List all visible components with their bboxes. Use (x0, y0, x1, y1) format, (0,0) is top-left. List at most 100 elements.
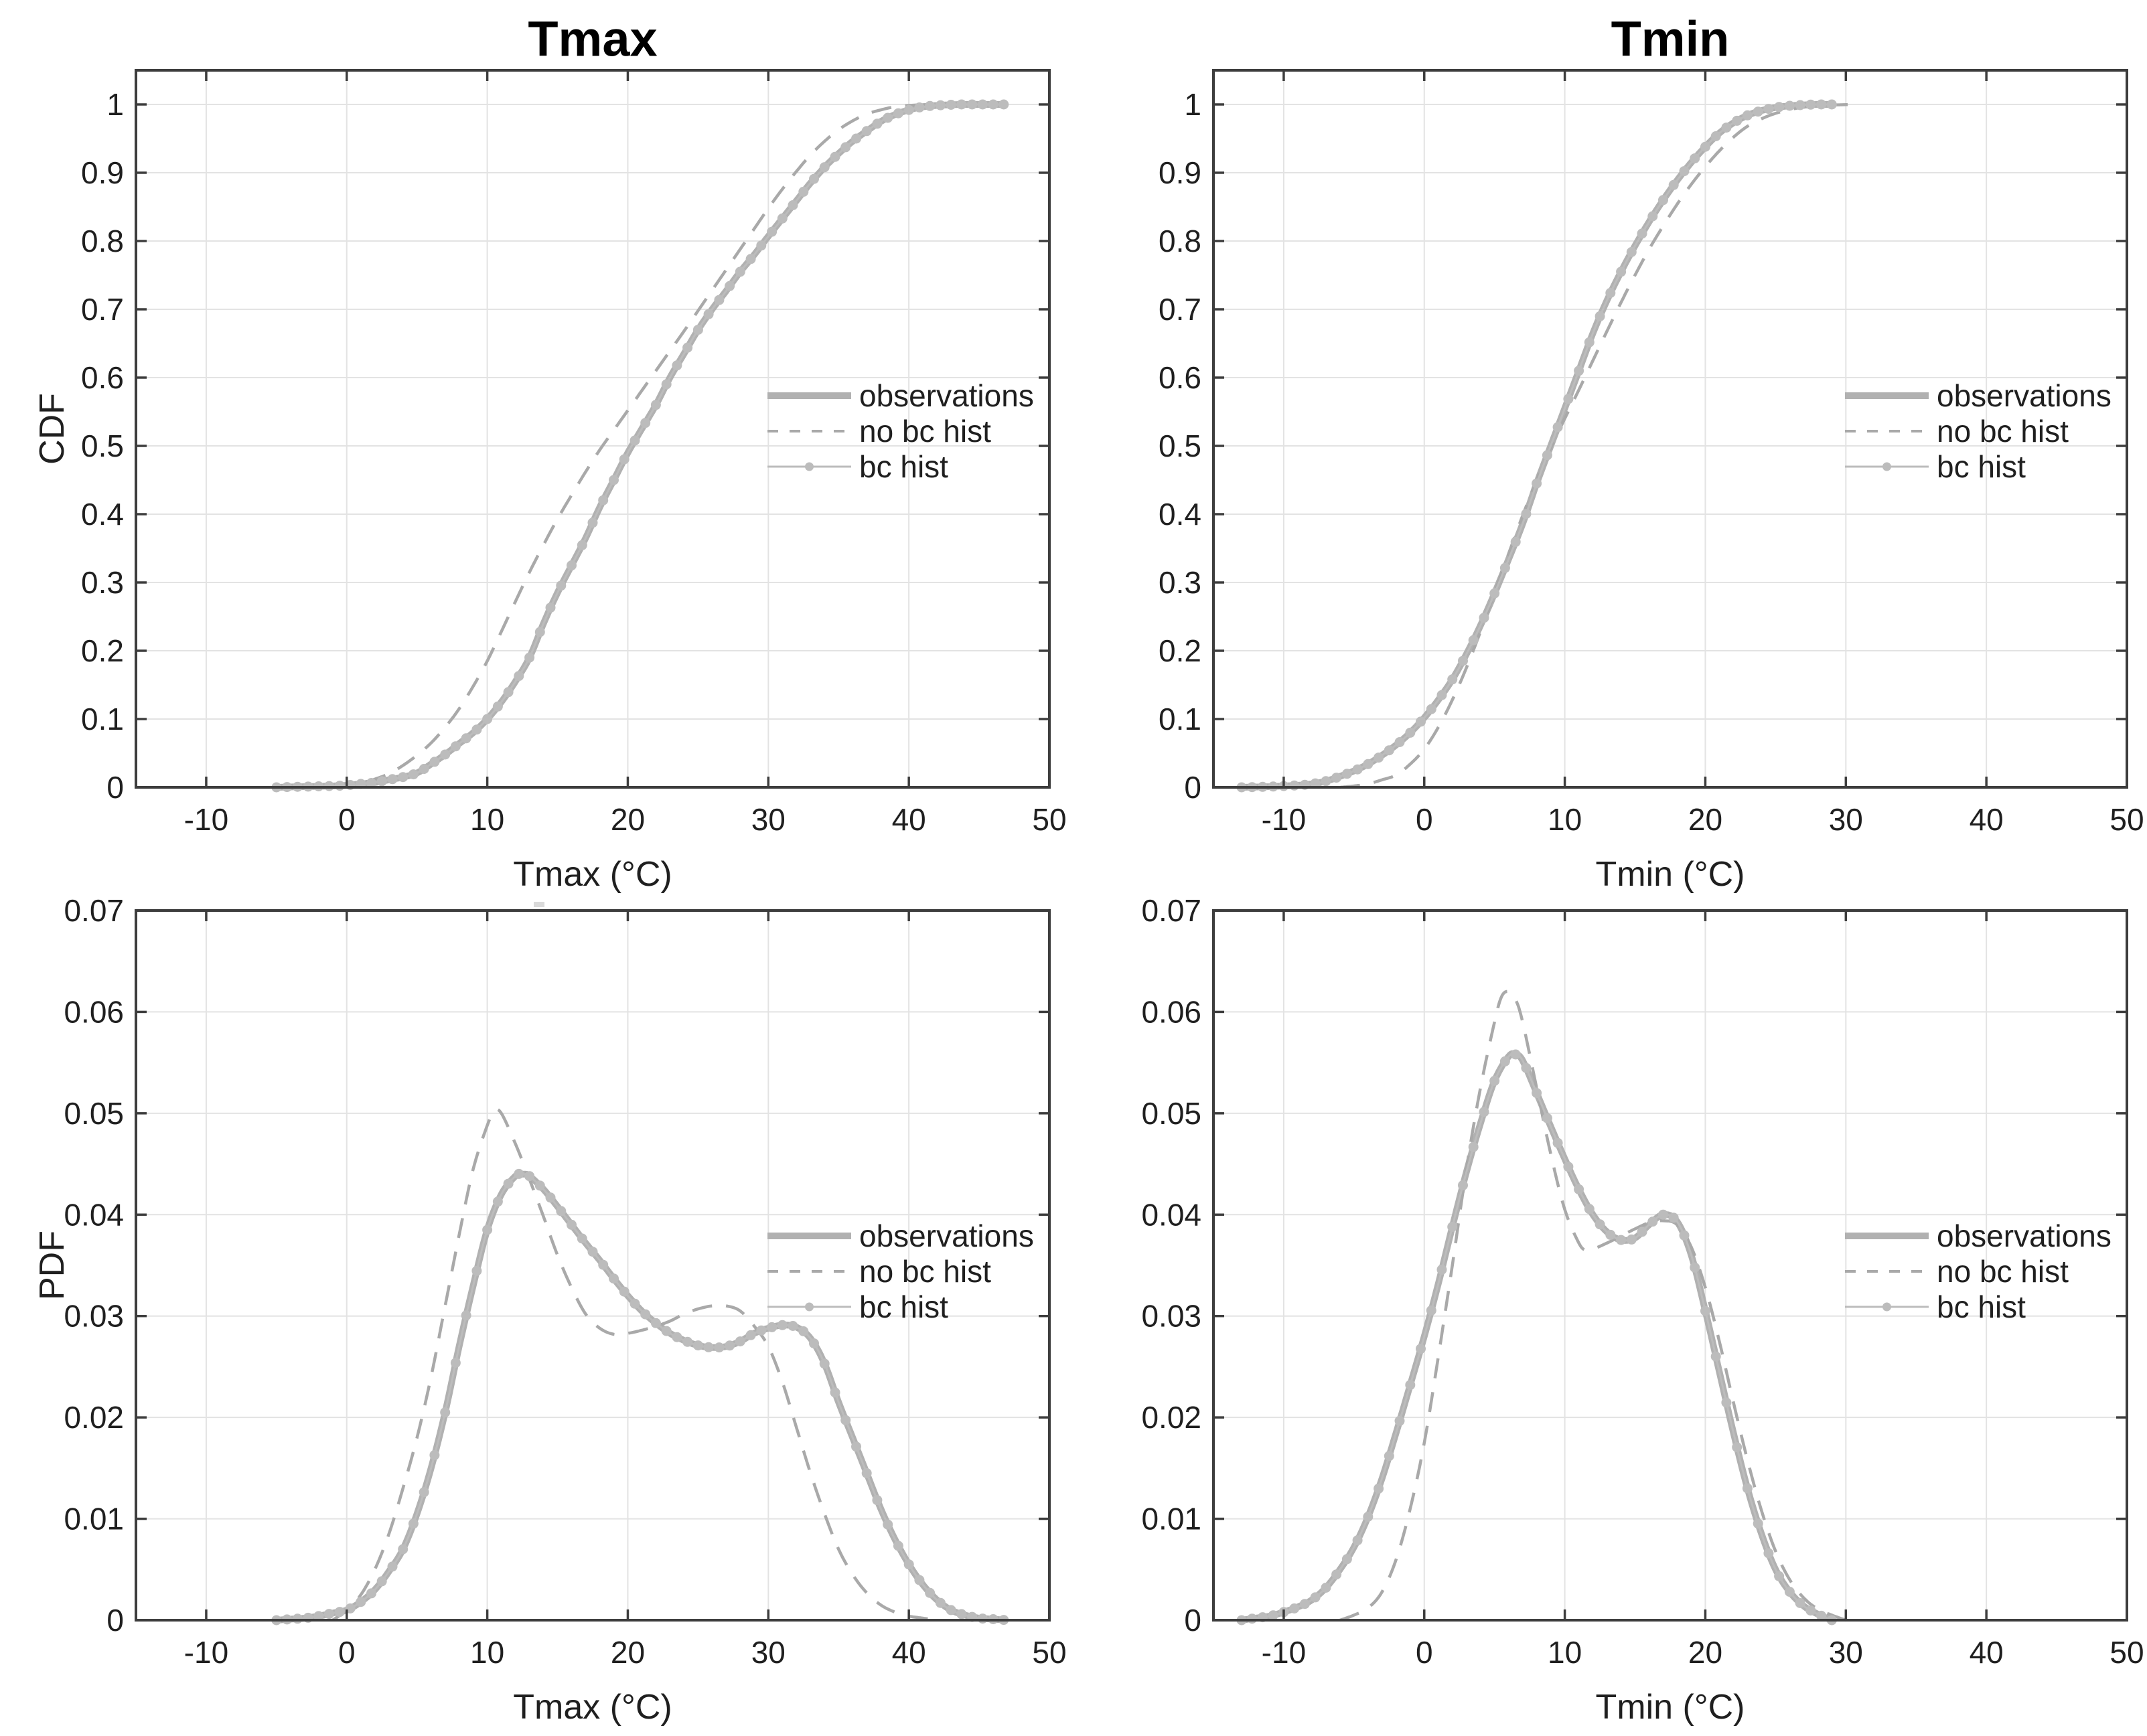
tmin-cdf-series-no-bc-hist (1339, 102, 1854, 789)
marker-dot (851, 133, 861, 144)
y-tick-label: 0.8 (81, 224, 124, 258)
x-tick-label: 40 (892, 1635, 926, 1670)
marker-dot (482, 714, 493, 724)
x-tick-label: 0 (338, 1635, 356, 1670)
marker-dot (1447, 1222, 1458, 1232)
x-axis-label: Tmax (°C) (513, 855, 672, 894)
x-tick-label: 0 (1416, 1635, 1433, 1670)
marker-dot (1352, 764, 1363, 775)
axis-box (1212, 909, 2128, 1622)
marker-dot (1331, 1569, 1342, 1580)
marker-dot (640, 418, 651, 428)
marker-dot (1447, 674, 1458, 685)
tmax-cdf-panel: -10 0 10 20 30 40 50 0 0.1 0.2 0.3 0.4 0.5 0.6 0.7 0.8 0… (33, 11, 1067, 894)
x-tick-label: 40 (892, 802, 926, 837)
legend-label: observations (1937, 378, 2112, 413)
marker-dot (471, 724, 482, 735)
marker-dot (1584, 1204, 1595, 1214)
marker-dot (408, 1518, 419, 1529)
marker-dot (398, 772, 409, 783)
marker-dot (1542, 1113, 1552, 1123)
marker-dot (387, 774, 398, 785)
marker-dot (1626, 247, 1637, 257)
marker-dot (1289, 1603, 1300, 1613)
marker-dot (1637, 228, 1647, 239)
marker-dot (914, 1575, 925, 1585)
marker-dot (1426, 1305, 1436, 1316)
x-tick-label: 40 (1970, 802, 2004, 837)
marker-dot (1658, 1209, 1668, 1220)
marker-dot (1647, 1216, 1658, 1227)
marker-dot (429, 1449, 440, 1460)
marker-dot (861, 126, 872, 137)
legend-label: observations (859, 378, 1034, 413)
y-tick-label: 0 (106, 770, 124, 805)
tmax-cdf-series-no-bc-hist (332, 102, 952, 789)
marker-dot (1700, 141, 1710, 152)
y-tick-label: 0.8 (1159, 224, 1201, 258)
marker-dot (556, 1206, 567, 1216)
x-tick-label: 20 (611, 1635, 645, 1670)
y-tick-label: 1 (106, 87, 124, 122)
marker-dot (1795, 1597, 1805, 1608)
marker-dot (1352, 1535, 1363, 1546)
marker-dot (725, 281, 735, 291)
marker-dot (714, 295, 725, 305)
marker-dot (630, 1298, 640, 1309)
y-tick-label: 0.02 (1141, 1400, 1201, 1435)
marker-dot (450, 1358, 461, 1368)
marker-dot (524, 652, 535, 663)
marker-dot (577, 540, 587, 550)
x-tick-label: 30 (751, 802, 786, 837)
marker-dot (672, 1332, 682, 1342)
marker-dot (767, 226, 778, 237)
marker-dot (1521, 1062, 1532, 1073)
x-tick-label: 30 (1829, 1635, 1863, 1670)
marker-dot (1321, 1583, 1331, 1593)
marker-dot (872, 1495, 883, 1506)
marker-dot (798, 1326, 809, 1336)
marker-dot (830, 151, 840, 162)
legend-label: no bc hist (859, 1254, 991, 1289)
marker-dot (682, 342, 693, 353)
marker-dot (514, 671, 524, 682)
marker-dot (1668, 1212, 1679, 1223)
marker-dot (419, 764, 429, 774)
x-tick-label: -10 (1262, 802, 1306, 837)
marker-dot (1816, 1610, 1827, 1621)
marker-dot (819, 1358, 830, 1369)
marker-dot (313, 1611, 324, 1622)
marker-dot (1763, 1548, 1774, 1559)
y-tick-label: 0.05 (1141, 1096, 1201, 1131)
marker-dot (1299, 1599, 1310, 1609)
marker-dot (356, 1597, 366, 1607)
marker-dot (1405, 727, 1416, 738)
y-tick-label: 0.01 (64, 1502, 124, 1536)
y-tick-label: 0.06 (1141, 994, 1201, 1029)
y-tick-label: 0.04 (64, 1197, 124, 1232)
y-tick-label: 0.6 (1159, 360, 1201, 395)
marker-dot (1468, 635, 1479, 645)
marker-dot (609, 475, 619, 485)
marker-dot (1774, 1571, 1785, 1581)
marker-dot (883, 1519, 893, 1530)
marker-dot (1489, 588, 1500, 599)
marker-dot (1384, 745, 1394, 756)
y-axis-label: CDF (33, 393, 72, 465)
y-tick-label: 0 (106, 1603, 124, 1638)
x-tick-label: 10 (1548, 1635, 1582, 1670)
marker-dot (682, 1336, 693, 1347)
marker-dot (967, 99, 978, 110)
x-axis-label: Tmin (°C) (1596, 855, 1745, 894)
marker-dot (419, 1487, 429, 1498)
marker-dot (408, 769, 419, 780)
marker-dot (1416, 716, 1426, 727)
marker-dot (1626, 1234, 1637, 1245)
y-tick-label: 0.02 (64, 1400, 124, 1435)
y-tick-label: 0.4 (81, 497, 124, 532)
legend-sample-bc-hist-dot (1882, 1302, 1891, 1312)
marker-dot (840, 142, 851, 153)
marker-dot (1394, 737, 1405, 747)
